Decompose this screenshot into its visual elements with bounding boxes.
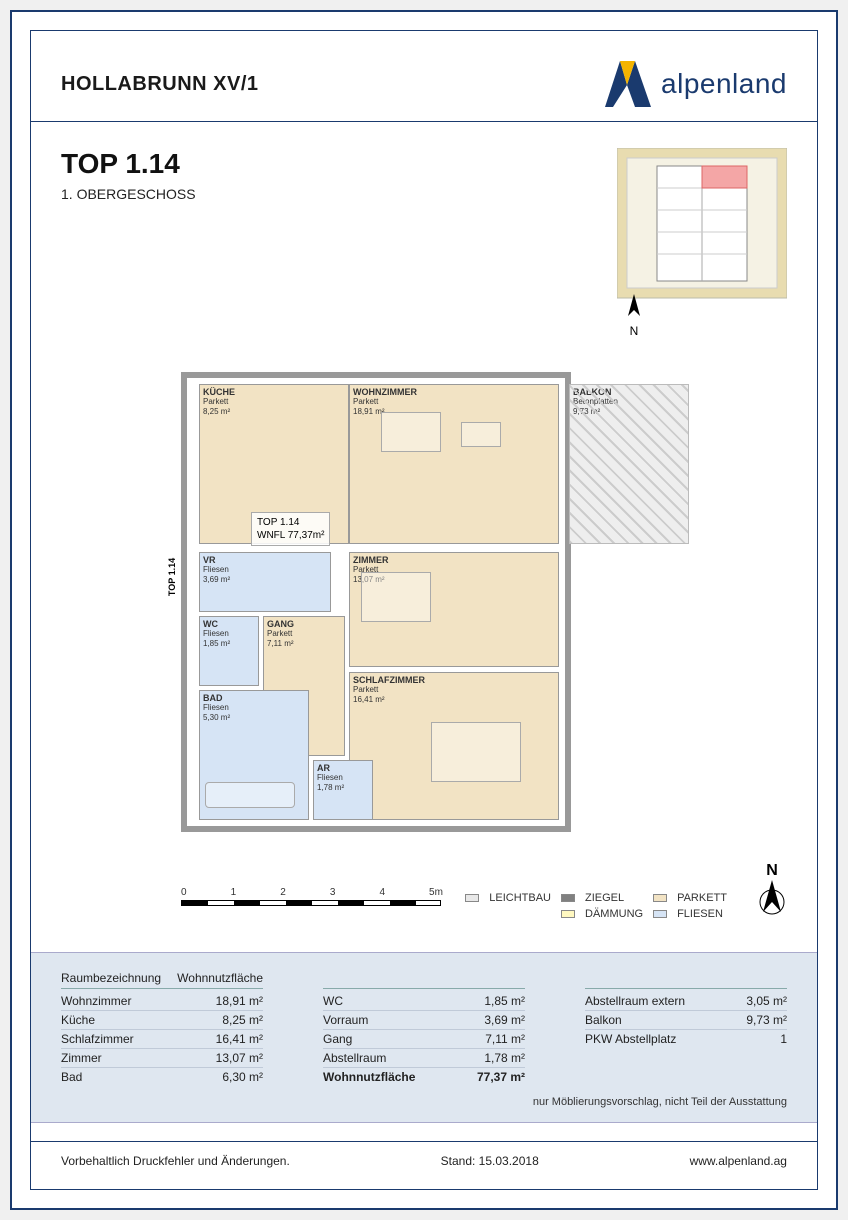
table-row: Vorraum3,69 m² [323, 1011, 525, 1030]
table-header-room: Raumbezeichnung [61, 971, 161, 985]
footer-right: www.alpenland.ag [690, 1154, 787, 1168]
table-row: Balkon9,73 m² [585, 1011, 787, 1030]
footer-left: Vorbehaltlich Druckfehler und Änderungen… [61, 1154, 290, 1168]
room-table-col2: WC1,85 m²Vorraum3,69 m²Gang7,11 m²Abstel… [323, 971, 525, 1086]
header: HOLLABRUNN XV/1 alpenland [31, 31, 817, 122]
table-row: Wohnnutzfläche77,37 m² [323, 1068, 525, 1086]
unit-info-line2: WNFL 77,37m² [257, 529, 324, 542]
content: TOP 1.14 1. OBERGESCHOSS N KÜC [31, 122, 817, 1180]
furniture-bathtub [205, 782, 295, 808]
unit-info-line1: TOP 1.14 [257, 516, 324, 529]
site-plan: N [617, 148, 787, 348]
footer-center: Stand: 15.03.2018 [441, 1154, 539, 1168]
legend-swatch [561, 910, 575, 918]
room-ar: ARFliesen1,78 m² [313, 760, 373, 820]
table-row: Abstellraum extern3,05 m² [585, 992, 787, 1011]
scale-tick: 0 [181, 887, 187, 898]
brand-logo-icon [605, 61, 651, 107]
furniture-double-bed [431, 722, 521, 782]
compass-n-label: N [630, 324, 639, 338]
unit-info-box: TOP 1.14 WNFL 77,37m² [251, 512, 330, 546]
legend-swatch [561, 894, 575, 902]
scale-tick: 5m [429, 887, 443, 898]
furnishing-disclaimer: nur Möblierungsvorschlag, nicht Teil der… [61, 1096, 787, 1108]
table-row: Wohnzimmer18,91 m² [61, 992, 263, 1011]
legend-label: FLIESEN [677, 908, 727, 920]
project-title: HOLLABRUNN XV/1 [61, 73, 259, 96]
legend-label: ZIEGEL [585, 892, 643, 904]
furniture-bed [361, 572, 431, 622]
scale-bar: 0 1 2 3 4 5m [181, 887, 443, 906]
table-row: Bad6,30 m² [61, 1068, 263, 1086]
compass-n-label-large: N [766, 862, 778, 879]
room-table-col1: Raumbezeichnung Wohnnutzfläche Wohnzimme… [61, 971, 263, 1086]
table-row: Gang7,11 m² [323, 1030, 525, 1049]
compass-large-icon: N [757, 862, 787, 920]
furniture-sofa [381, 412, 441, 452]
legend-label: LEICHTBAU [489, 892, 551, 904]
table-row: Zimmer13,07 m² [61, 1049, 263, 1068]
scale-tick: 1 [231, 887, 237, 898]
scale-tick: 3 [330, 887, 336, 898]
legend-label: DÄMMUNG [585, 908, 643, 920]
brand-name: alpenland [661, 68, 787, 100]
room-table-zone: Raumbezeichnung Wohnnutzfläche Wohnzimme… [31, 952, 817, 1123]
legend-label: PARKETT [677, 892, 727, 904]
page-frame: HOLLABRUNN XV/1 alpenland TOP 1.14 1. OB… [30, 30, 818, 1190]
room-wohn: WOHNZIMMERParkett18,91 m² [349, 384, 559, 544]
scale-tick: 4 [379, 887, 385, 898]
table-row: Abstellraum1,78 m² [323, 1049, 525, 1068]
legend-swatch [653, 894, 667, 902]
table-row: WC1,85 m² [323, 992, 525, 1011]
legend-swatch [653, 910, 667, 918]
furniture-table [461, 422, 501, 447]
footer: Vorbehaltlich Druckfehler und Änderungen… [31, 1141, 817, 1180]
floor-plan: KÜCHEParkett8,25 m²WOHNZIMMERParkett18,9… [181, 372, 701, 852]
brand: alpenland [605, 61, 787, 107]
scale-tick: 2 [280, 887, 286, 898]
page: HOLLABRUNN XV/1 alpenland TOP 1.14 1. OB… [10, 10, 838, 1210]
balcony-hatch [569, 384, 689, 544]
table-row: Küche8,25 m² [61, 1011, 263, 1030]
room-table-col3: Abstellraum extern3,05 m²Balkon9,73 m²PK… [585, 971, 787, 1086]
table-row: Schlafzimmer16,41 m² [61, 1030, 263, 1049]
legend-swatch [465, 894, 479, 902]
compass-icon: N [622, 294, 646, 338]
table-row: PKW Abstellplatz1 [585, 1030, 787, 1048]
room-wc: WCFliesen1,85 m² [199, 616, 259, 686]
side-unit-label: TOP 1.14 [167, 558, 177, 596]
legend: LEICHTBAU ZIEGEL PARKETT DÄMMUNG FLIESEN [465, 892, 727, 920]
table-header-area: Wohnnutzfläche [177, 971, 263, 985]
room-vr: VRFliesen3,69 m² [199, 552, 331, 612]
